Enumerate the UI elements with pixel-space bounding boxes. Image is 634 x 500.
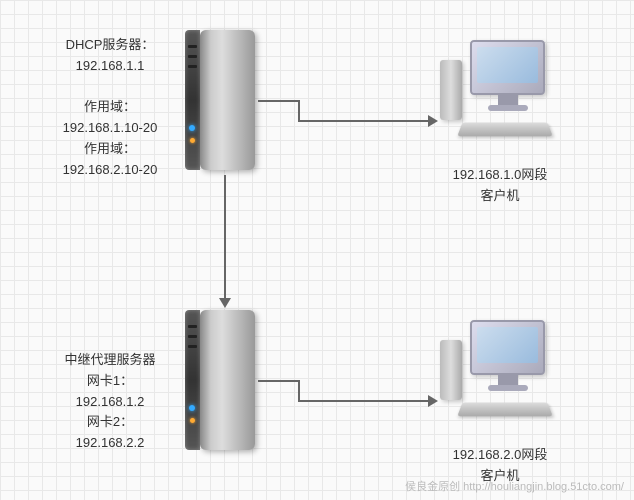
relay-title: 中继代理服务器: [50, 350, 170, 371]
arrow-dhcp-relay: [219, 298, 231, 308]
client1-icon: [440, 40, 560, 150]
dhcp-server-label-block: DHCP服务器： 192.168.1.1 作用域： 192.168.1.10-2…: [45, 35, 175, 181]
relay-server-icon: [185, 310, 255, 450]
line-dhcp-client1-b: [298, 100, 300, 120]
dhcp-scope1-range: 192.168.1.10-20: [45, 118, 175, 139]
watermark: 侯良金原创 http://houliangjin.blog.51cto.com/: [405, 478, 624, 494]
relay-nic2-ip: 192.168.2.2: [50, 433, 170, 454]
relay-server-label-block: 中继代理服务器 网卡1： 192.168.1.2 网卡2： 192.168.2.…: [50, 350, 170, 454]
line-dhcp-relay: [224, 175, 226, 300]
line-dhcp-client1-a: [258, 100, 298, 102]
dhcp-scope2-range: 192.168.2.10-20: [45, 160, 175, 181]
client2-segment: 192.168.2.0网段: [430, 445, 570, 466]
client2-icon: [440, 320, 560, 430]
relay-nic1-ip: 192.168.1.2: [50, 392, 170, 413]
client1-label-block: 192.168.1.0网段 客户机: [430, 165, 570, 207]
dhcp-ip: 192.168.1.1: [45, 56, 175, 77]
client1-label: 客户机: [430, 186, 570, 207]
arrow-dhcp-client1: [428, 115, 438, 127]
line-relay-client2-a: [258, 380, 298, 382]
arrow-relay-client2: [428, 395, 438, 407]
dhcp-title: DHCP服务器：: [45, 35, 175, 56]
line-relay-client2-c: [298, 400, 428, 402]
relay-nic1-label: 网卡1：: [50, 371, 170, 392]
relay-nic2-label: 网卡2：: [50, 412, 170, 433]
line-relay-client2-b: [298, 380, 300, 400]
dhcp-scope1-label: 作用域：: [45, 97, 175, 118]
client1-segment: 192.168.1.0网段: [430, 165, 570, 186]
dhcp-scope2-label: 作用域：: [45, 139, 175, 160]
dhcp-server-icon: [185, 30, 255, 170]
line-dhcp-client1-c: [298, 120, 428, 122]
